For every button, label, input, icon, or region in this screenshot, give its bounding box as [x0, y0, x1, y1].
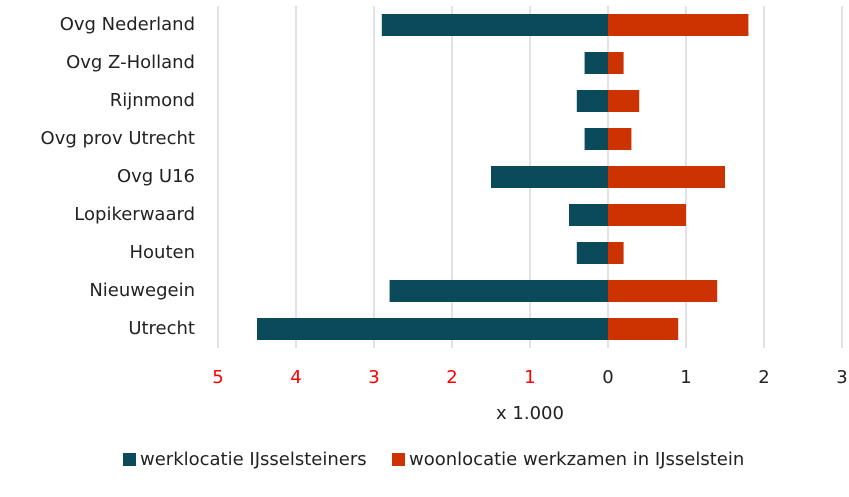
bar — [389, 280, 608, 302]
x-tick-label: 4 — [290, 367, 301, 388]
bar — [569, 204, 608, 226]
bar — [257, 318, 608, 340]
x-tick-label: 1 — [680, 367, 691, 388]
bar — [608, 242, 624, 264]
bar — [584, 128, 608, 150]
bar — [491, 166, 608, 188]
bar — [608, 90, 640, 112]
x-tick-label: 2 — [758, 367, 769, 388]
bar — [608, 318, 679, 340]
x-axis-label: x 1.000 — [496, 403, 564, 424]
y-tick-label: Ovg Z-Holland — [66, 52, 195, 73]
x-tick-label: 2 — [446, 367, 457, 388]
bar — [608, 52, 624, 74]
y-tick-label: Utrecht — [128, 318, 195, 339]
y-tick-label: Ovg U16 — [117, 166, 195, 187]
bar — [584, 52, 608, 74]
bar — [576, 90, 608, 112]
bar — [608, 280, 718, 302]
bar — [608, 128, 632, 150]
bar — [608, 204, 686, 226]
bar — [608, 14, 749, 36]
bar — [576, 242, 608, 264]
legend-label: woonlocatie werkzamen in IJsselstein — [409, 449, 744, 470]
y-tick-label: Nieuwegein — [89, 280, 195, 301]
x-tick-label: 3 — [836, 367, 847, 388]
legend-swatch — [392, 453, 405, 466]
y-tick-label: Ovg Nederland — [60, 14, 195, 35]
x-tick-label: 0 — [602, 367, 613, 388]
y-tick-label: Ovg prov Utrecht — [41, 128, 195, 149]
legend-label: werklocatie IJsselsteiners — [140, 449, 367, 470]
y-tick-label: Houten — [130, 242, 196, 263]
y-tick-label: Lopikerwaard — [74, 204, 195, 225]
bar — [608, 166, 725, 188]
legend-swatch — [123, 453, 136, 466]
y-tick-label: Rijnmond — [110, 90, 195, 111]
x-tick-label: 1 — [524, 367, 535, 388]
bar — [381, 14, 608, 36]
x-tick-label: 5 — [212, 367, 223, 388]
x-tick-label: 3 — [368, 367, 379, 388]
